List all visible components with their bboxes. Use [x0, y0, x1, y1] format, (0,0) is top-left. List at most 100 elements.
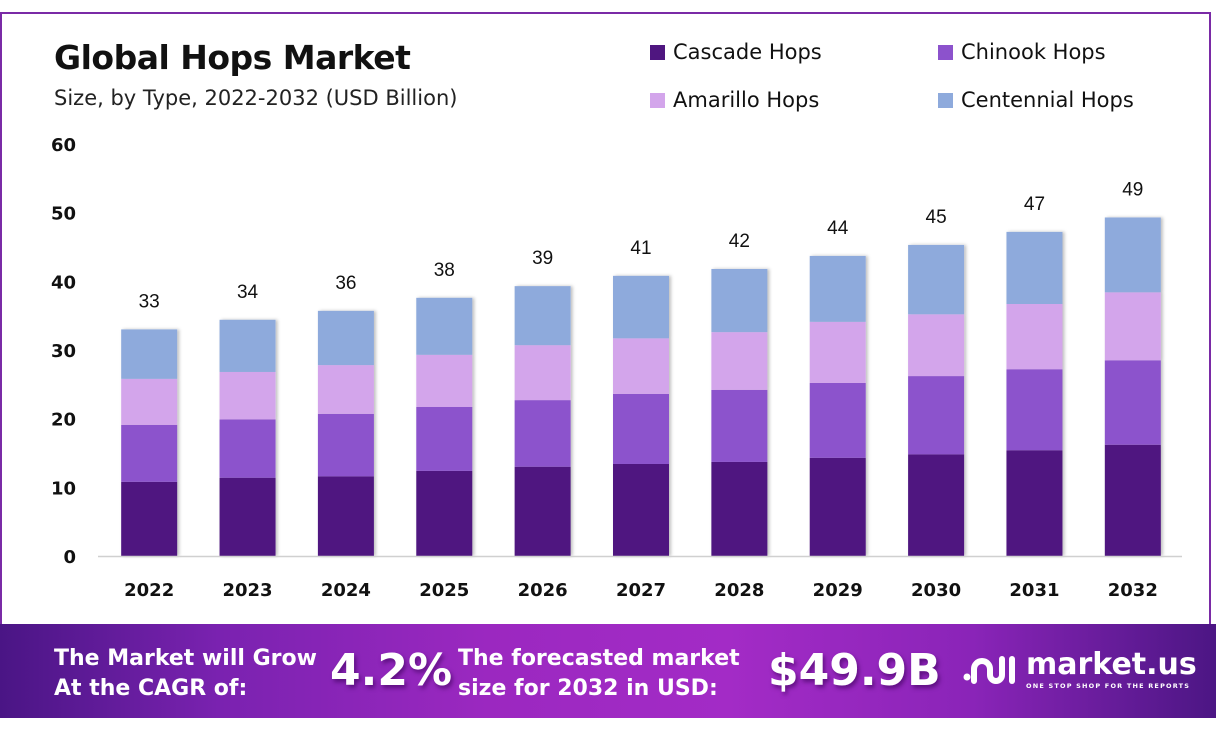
y-tick-label: 20 [51, 410, 76, 431]
legend-item-cascade: Cascade Hops [650, 40, 822, 64]
y-tick-label: 50 [51, 204, 76, 225]
legend-item-chinook: Chinook Hops [938, 40, 1106, 64]
bar-segment-centennial-hops [317, 310, 374, 366]
bar-segment-cascade-hops [1006, 450, 1063, 556]
bar-segment-amarillo-hops [514, 345, 571, 401]
chart-frame [0, 12, 1211, 624]
bar-segment-chinook-hops [317, 413, 374, 477]
forecast-label-line2: size for 2032 in USD: [458, 676, 718, 701]
bar-segment-cascade-hops [219, 477, 276, 556]
bar-segment-amarillo-hops [219, 371, 276, 420]
x-tick-label: 2032 [1108, 580, 1158, 601]
x-tick-label: 2031 [1009, 580, 1059, 601]
x-tick-label: 2025 [419, 580, 469, 601]
bar-segment-cascade-hops [711, 461, 768, 556]
legend-label: Chinook Hops [961, 40, 1106, 64]
bar-stack [317, 310, 374, 556]
x-tick-label: 2024 [321, 580, 371, 601]
bar-total-label: 49 [1122, 179, 1143, 200]
chart-title: Global Hops Market [54, 38, 411, 77]
bar-segment-chinook-hops [514, 400, 571, 467]
y-tick-label: 10 [51, 478, 76, 499]
bar-segment-chinook-hops [908, 376, 965, 455]
market-us-logo[interactable]: market.us ONE STOP SHOP FOR THE REPORTS [962, 650, 1197, 690]
bar-total-label: 42 [729, 231, 750, 252]
forecast-value: $49.9B [768, 645, 941, 696]
bar-segment-centennial-hops [711, 268, 768, 333]
bar-segment-centennial-hops [121, 329, 178, 379]
cagr-label-line2: At the CAGR of: [54, 676, 248, 701]
legend-label: Cascade Hops [673, 40, 822, 64]
bar-segment-chinook-hops [613, 393, 669, 464]
x-tick-label: 2030 [911, 580, 961, 601]
cagr-label: The Market will Grow At the CAGR of: [54, 644, 317, 704]
bar-stack [1006, 231, 1063, 556]
cagr-label-line1: The Market will Grow [54, 646, 317, 671]
bar-stack [711, 268, 768, 556]
x-tick-label: 2027 [616, 580, 666, 601]
bar-total-label: 34 [237, 282, 259, 303]
bar-segment-chinook-hops [416, 406, 473, 471]
bar-segment-centennial-hops [1006, 231, 1063, 304]
bar-stack [908, 244, 965, 556]
bar-stack [121, 329, 178, 556]
x-tick-label: 2023 [222, 580, 272, 601]
bar-segment-centennial-hops [416, 297, 473, 355]
x-tick-label: 2022 [124, 580, 174, 601]
legend-label: Amarillo Hops [673, 88, 820, 112]
bar-total-label: 36 [335, 273, 356, 294]
bar-stack [613, 275, 669, 556]
bar-segment-amarillo-hops [317, 365, 374, 414]
bar-segment-chinook-hops [809, 382, 866, 458]
legend-label: Centennial Hops [961, 88, 1134, 112]
bar-segment-centennial-hops [908, 244, 965, 315]
bar-total-label: 44 [827, 218, 849, 239]
bar-stack [1104, 217, 1161, 556]
logo-mark-icon [963, 656, 1015, 684]
forecast-label: The forecasted market size for 2032 in U… [458, 644, 740, 704]
bar-total-label: 33 [139, 291, 160, 312]
legend-swatch-amarillo [650, 92, 665, 108]
y-tick-label: 40 [51, 272, 76, 293]
x-axis: 2022 2023 2024 2025 2026 2027 2028 2029 2030 2031… [124, 580, 1158, 601]
bar-total-label: 45 [926, 207, 947, 228]
bar-segment-cascade-hops [613, 463, 669, 556]
y-axis: 0 10 20 30 40 50 60 [51, 135, 76, 568]
bar-segment-chinook-hops [1006, 369, 1063, 451]
y-tick-label: 30 [51, 341, 76, 362]
bars: 33 34 36 38 39 41 42 44 45 47 49 [121, 179, 1161, 556]
bar-total-label: 47 [1024, 194, 1045, 215]
bar-segment-amarillo-hops [416, 354, 473, 407]
legend-swatch-cascade [650, 44, 665, 60]
bar-segment-cascade-hops [514, 466, 571, 556]
chart-subtitle: Size, by Type, 2022-2032 (USD Billion) [54, 86, 458, 110]
bar-segment-amarillo-hops [613, 338, 669, 394]
legend-item-amarillo: Amarillo Hops [650, 88, 819, 112]
bar-total-label: 38 [434, 260, 455, 281]
logo-text: market.us ONE STOP SHOP FOR THE REPORTS [1026, 650, 1197, 691]
bar-segment-centennial-hops [514, 286, 571, 346]
bar-segment-centennial-hops [219, 319, 276, 372]
bar-total-label: 39 [532, 248, 553, 269]
legend-swatch-chinook [938, 44, 953, 60]
bar-segment-amarillo-hops [121, 378, 178, 425]
bar-segment-cascade-hops [317, 476, 374, 556]
forecast-label-line1: The forecasted market [458, 646, 740, 671]
bar-segment-amarillo-hops [1006, 303, 1063, 370]
bar-segment-cascade-hops [121, 481, 178, 556]
bar-segment-centennial-hops [1104, 217, 1161, 293]
bar-stack [219, 319, 276, 556]
legend-swatch-centennial [938, 92, 953, 108]
bar-stack [416, 297, 473, 556]
bar-stack [809, 255, 866, 556]
bar-segment-chinook-hops [1104, 360, 1161, 445]
bar-segment-amarillo-hops [809, 321, 866, 383]
legend-item-centennial: Centennial Hops [938, 88, 1134, 112]
bar-segment-chinook-hops [219, 419, 276, 478]
bar-total-label: 41 [630, 238, 651, 259]
x-tick-label: 2028 [714, 580, 764, 601]
x-tick-label: 2026 [518, 580, 568, 601]
bar-stack [514, 286, 571, 556]
bar-segment-cascade-hops [1104, 444, 1161, 556]
